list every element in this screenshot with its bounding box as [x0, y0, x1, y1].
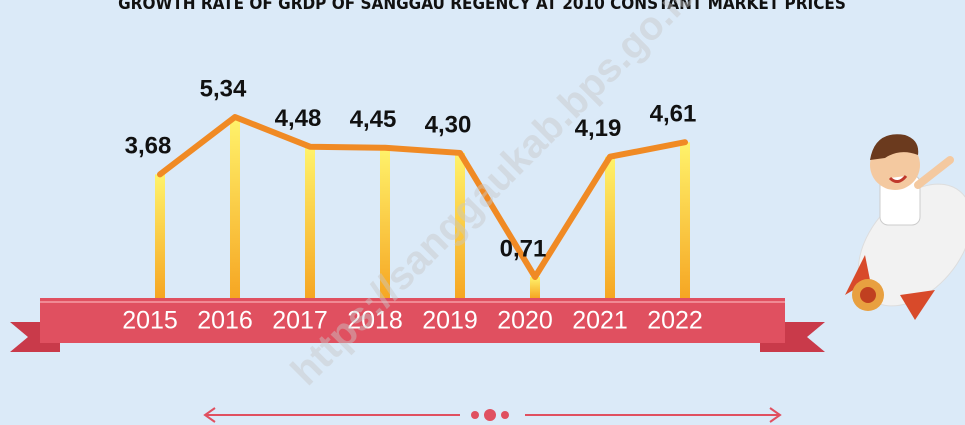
- rocket-boy: [845, 134, 965, 320]
- bar: [455, 152, 465, 298]
- bar: [305, 146, 315, 298]
- ribbon: [10, 298, 825, 352]
- divider-arrow: [769, 407, 782, 423]
- data-label: 4,30: [425, 111, 472, 138]
- boy-hair: [870, 134, 919, 160]
- ribbon-band: [40, 298, 785, 343]
- rocket-fin: [845, 255, 870, 295]
- divider: [203, 407, 782, 423]
- x-tick-label: 2016: [197, 307, 253, 335]
- data-label: 0,71: [500, 235, 547, 262]
- bar: [155, 174, 165, 298]
- data-label: 4,61: [650, 101, 697, 128]
- divider-dot: [484, 409, 496, 421]
- bar: [380, 147, 390, 298]
- divider-dot: [501, 411, 509, 419]
- data-label: 4,45: [350, 106, 397, 133]
- data-label: 4,19: [575, 115, 622, 142]
- chart-title: GROWTH RATE OF GRDP OF SANGGAU REGENCY A…: [118, 0, 846, 14]
- x-tick-label: 2017: [272, 307, 328, 335]
- data-label: 4,48: [275, 105, 322, 132]
- divider-arrow: [203, 407, 216, 423]
- bar: [680, 142, 690, 298]
- bar: [230, 117, 240, 298]
- data-label: 3,68: [125, 133, 172, 160]
- data-label: 5,34: [200, 75, 247, 102]
- x-tick-label: 2019: [422, 307, 478, 335]
- x-tick-label: 2021: [572, 307, 628, 335]
- year-labels: 2015 2016 2017 2018 2019 2020 2021 2022: [122, 307, 703, 335]
- plot: 3,68 5,34 4,48 4,45 4,30 0,71 4,19 4,61: [125, 75, 697, 298]
- x-tick-label: 2020: [497, 307, 553, 335]
- x-tick-label: 2018: [347, 307, 403, 335]
- rocket-fin: [900, 290, 935, 320]
- boy-mouth: [888, 175, 908, 183]
- bar: [530, 277, 540, 298]
- divider-dot: [471, 411, 479, 419]
- line: [157, 114, 688, 280]
- x-tick-label: 2022: [647, 307, 703, 335]
- boy-arm: [914, 156, 954, 189]
- x-tick-label: 2015: [122, 307, 178, 335]
- rocket-flame: [860, 287, 876, 303]
- bar: [605, 156, 615, 298]
